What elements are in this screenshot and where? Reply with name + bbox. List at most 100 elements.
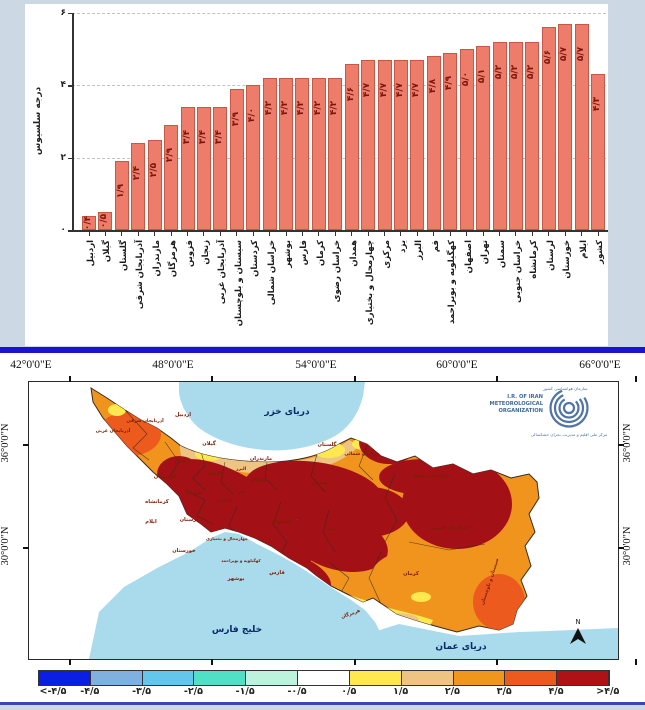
bar-value-label: ۴/۲ (296, 100, 307, 116)
x-category-label: قم (430, 240, 441, 253)
bar (246, 85, 261, 230)
map-frame: دریای خزر خلیج فارس دریای عمان آذربایجان غر… (23, 376, 637, 665)
map-text-label: اصفهان (271, 519, 292, 525)
bar-value-label: ۱/۹ (115, 184, 126, 199)
x-category-label: خوزستان (562, 240, 573, 279)
bar (410, 60, 425, 230)
map-text-label: خوزستان (172, 548, 196, 554)
bar-value-label: ۴/۲ (312, 100, 323, 116)
x-category-label: یزد (397, 240, 408, 253)
bar (98, 211, 113, 230)
latitude-label: 30°0'0"N (622, 526, 633, 566)
x-tick-mark (170, 232, 172, 236)
bar-value-label: ۵/۷ (575, 46, 586, 61)
x-tick-mark (531, 232, 533, 236)
x-category-label: سیستان و بلوچستان (233, 240, 244, 327)
x-tick-mark (449, 232, 451, 236)
bar-value-label: ۴/۳ (592, 97, 603, 112)
map-text-label: مرکزی (217, 497, 233, 503)
map-text-label: چهارمحال و بختیاری (206, 536, 248, 541)
x-tick-mark (269, 232, 271, 236)
bar-value-label: ۳/۴ (214, 129, 225, 145)
x-category-label: بوشهر (283, 240, 294, 268)
bar (279, 78, 294, 230)
x-category-label: اصفهان (463, 240, 474, 274)
bar (525, 41, 540, 230)
bar (328, 78, 343, 230)
bar-value-label: ۵/۱ (477, 68, 488, 83)
caspian-sea (179, 382, 365, 451)
bar (508, 41, 523, 230)
bar (229, 88, 244, 230)
map-text-label: قم (239, 490, 245, 495)
map-text-label: کرمانشاه (145, 499, 170, 505)
bar-value-label: ۵/۷ (559, 46, 570, 61)
colorbar-label: -۱/۵ (235, 686, 255, 697)
bar-value-label: ۴/۷ (362, 82, 373, 98)
bar-value-label: ۵/۰ (460, 72, 471, 87)
x-tick-mark (88, 232, 90, 236)
x-tick-mark (400, 232, 402, 236)
x-category-label: ایلام (578, 240, 589, 259)
x-tick-mark (416, 232, 418, 236)
map-text-label: I.R. OF IRAN (507, 394, 543, 400)
map-text-label: خراسان جنوبی (430, 525, 469, 531)
map-text-label: دریای خزر (263, 407, 310, 417)
bar (361, 60, 376, 230)
x-tick-mark (219, 232, 221, 236)
irimo-spiral-icon (549, 388, 589, 428)
map-text-label: گیلان (202, 440, 216, 447)
map-text-label: ایلام (145, 519, 157, 525)
bar (443, 52, 458, 230)
map-text-label: سمنان (310, 480, 327, 486)
y-tick-label: ۰ (60, 225, 67, 235)
irimo-logo: سازمان هواشناسی کشور I.R. OF IRANMETEORO… (490, 386, 608, 437)
colorbar-labels: <-۴/۵ -۴/۵ -۳/۵ -۲/۵ -۱/۵ -۰/۵ ۰/۵ ۱/۵ ۲/۵ ۳/۵ ۴/۵… (0, 686, 645, 700)
bar-value-label: ۳/۴ (197, 129, 208, 145)
colorbar-label: >۴/۵ (596, 686, 620, 697)
x-tick-mark (236, 232, 238, 236)
colorbar-label: ۱/۵ (393, 686, 409, 697)
bar-value-label: ۴/۷ (394, 82, 405, 98)
colorbar-segment (246, 671, 299, 685)
colorbar-label: ۳/۵ (496, 686, 512, 697)
x-tick-mark (466, 232, 468, 236)
x-category-label: آذربایجان غربی (217, 240, 228, 305)
bar-value-label: ۳/۹ (230, 111, 241, 127)
colorbar-label: -۴/۵ (80, 686, 100, 697)
latitude-label: 36°0'0"N (622, 423, 633, 463)
svg-text:مرکز ملی اقلیم و مدیریت بحران: مرکز ملی اقلیم و مدیریت بحران خشکسالی (531, 432, 608, 437)
x-category-label: کهگیلویه و بویراحمد (447, 240, 458, 324)
map-text-label: ORGANIZATION (498, 408, 543, 414)
x-tick-mark (285, 232, 287, 236)
map-text-label: یزد (327, 526, 335, 532)
svg-text:N: N (575, 618, 580, 626)
bar (574, 23, 589, 230)
bar-value-label: ۴/۶ (345, 86, 356, 101)
y-tick-label: ۶ (60, 7, 67, 18)
x-category-label: همدان (348, 240, 359, 267)
map-text-label: اردبیل (175, 412, 191, 418)
bar (591, 74, 606, 230)
x-tick-mark (137, 232, 139, 236)
map-text-label: خلیج فارس (212, 625, 262, 635)
y-tick-mark (68, 157, 72, 160)
x-category-label: کردستان (250, 240, 261, 277)
map-text-label: کهگیلویه و بویراحمد (221, 558, 261, 563)
y-axis (72, 13, 74, 232)
bar-value-label: ۴/۸ (427, 79, 438, 94)
map-text-label: دریای عمان (435, 642, 487, 652)
bar-value-label: ۵/۲ (526, 64, 537, 80)
anomaly-colorbar (38, 670, 610, 686)
colorbar-label: ۴/۵ (548, 686, 564, 697)
bar-value-label: ۴/۰ (247, 108, 258, 123)
colorbar-segment (194, 671, 247, 685)
bar-value-label: ۵/۲ (509, 64, 520, 80)
bar-value-label: ۴/۲ (329, 100, 340, 116)
bar-value-label: ۴/۹ (444, 75, 455, 90)
x-category-label: مازندران (151, 240, 162, 277)
x-tick-mark (433, 232, 435, 236)
bar (492, 41, 507, 230)
y-tick-mark (68, 230, 72, 232)
bar (131, 143, 146, 230)
